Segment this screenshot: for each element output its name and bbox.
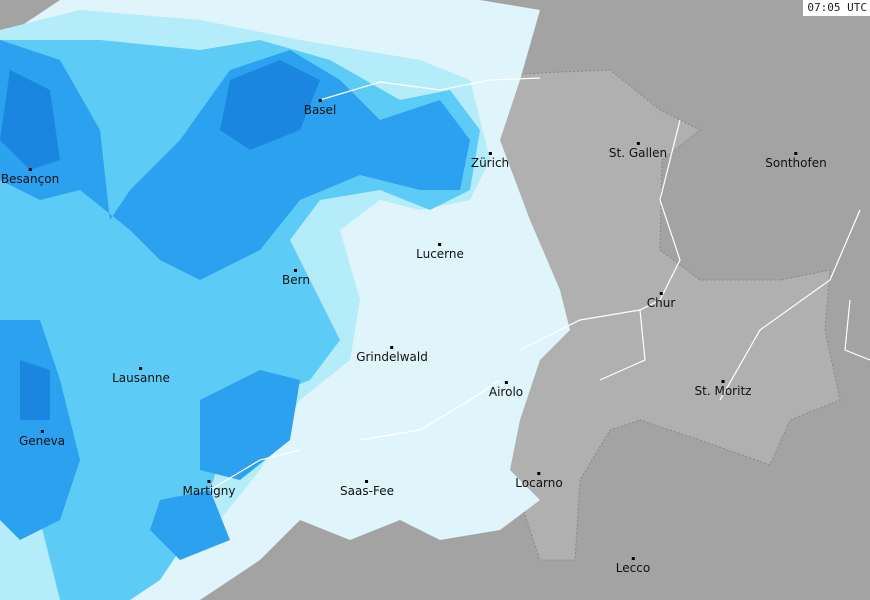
city-label: Sonthofen [765, 156, 827, 170]
city-label: Lecco [615, 561, 651, 575]
city-marker [365, 480, 369, 483]
city-marker [488, 152, 492, 155]
city-marker [631, 557, 635, 560]
city-st-gallen[interactable]: St. Gallen [609, 142, 667, 160]
city-marker [537, 472, 541, 475]
city-airolo[interactable]: Airolo [489, 381, 523, 399]
city-marker [139, 367, 143, 370]
city-lecco[interactable]: Lecco [616, 557, 650, 575]
city-label: St. Gallen [608, 146, 668, 160]
city-label: Lausanne [112, 371, 170, 385]
city-sonthofen[interactable]: Sonthofen [765, 152, 827, 170]
city-lucerne[interactable]: Lucerne [416, 243, 464, 261]
city-label: Lucerne [416, 247, 464, 261]
precip-high [0, 40, 470, 560]
city-grindelwald[interactable]: Grindelwald [356, 346, 428, 364]
rivers [209, 77, 870, 491]
city-marker [504, 381, 508, 384]
city-st-moritz[interactable]: St. Moritz [694, 380, 752, 398]
precipitation-layer [0, 0, 570, 600]
city-bern[interactable]: Bern [282, 269, 310, 287]
city-label: Locarno [515, 476, 563, 490]
city-marker [794, 152, 798, 155]
city-marker [438, 243, 442, 246]
city-marker [721, 380, 725, 383]
city-lausanne[interactable]: Lausanne [112, 367, 170, 385]
city-marker [28, 168, 32, 171]
city-label: Martigny [182, 484, 236, 498]
city-label: Basel [303, 103, 337, 117]
city-geneva[interactable]: Geneva [19, 430, 65, 448]
city-label: Geneva [18, 434, 66, 448]
city-besancon[interactable]: Besançon [1, 168, 59, 186]
city-martigny[interactable]: Martigny [182, 480, 236, 498]
city-marker [390, 346, 394, 349]
city-label: Grindelwald [356, 350, 428, 364]
city-label: Zürich [470, 156, 510, 170]
city-saas-fee[interactable]: Saas-Fee [340, 480, 394, 498]
city-label: Airolo [488, 385, 524, 399]
city-locarno[interactable]: Locarno [515, 472, 563, 490]
city-basel[interactable]: Basel [303, 99, 337, 117]
city-marker [659, 292, 663, 295]
city-label: St. Moritz [694, 384, 752, 398]
city-marker [636, 142, 640, 145]
precip-mid [0, 40, 480, 600]
city-label: Saas-Fee [340, 484, 394, 498]
city-label: Besançon [0, 172, 60, 186]
timestamp-label: 07:05 UTC [803, 0, 870, 16]
city-marker [318, 99, 322, 102]
city-marker [40, 430, 44, 433]
city-chur[interactable]: Chur [646, 292, 676, 310]
city-label: Chur [646, 296, 676, 310]
city-label: Bern [282, 273, 310, 287]
precip-heavy [0, 60, 320, 420]
city-zurich[interactable]: Zürich [471, 152, 509, 170]
city-marker [207, 480, 211, 483]
city-marker [294, 269, 298, 272]
